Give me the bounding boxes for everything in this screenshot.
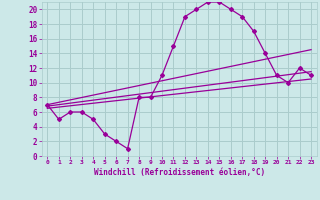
X-axis label: Windchill (Refroidissement éolien,°C): Windchill (Refroidissement éolien,°C) xyxy=(94,168,265,177)
